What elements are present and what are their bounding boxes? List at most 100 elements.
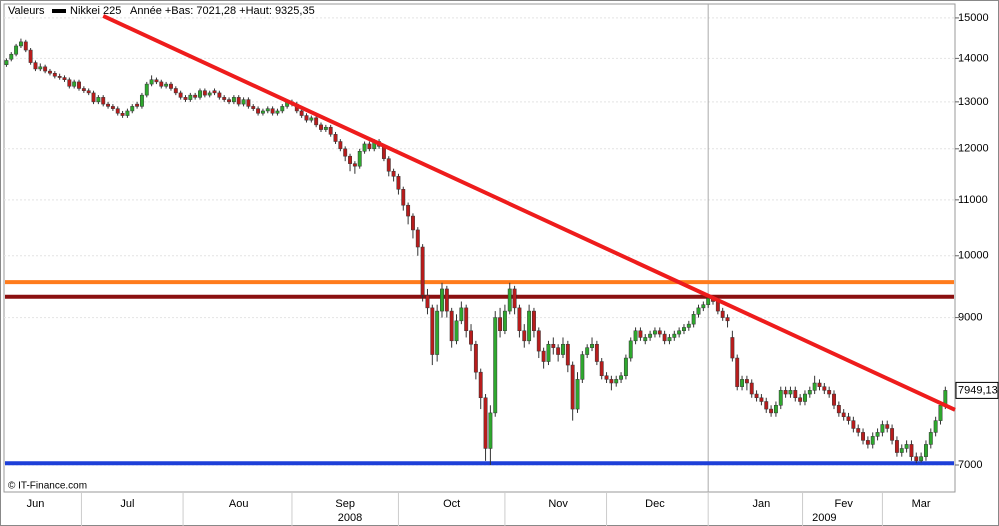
- candle-body: [662, 333, 667, 342]
- candle-body: [222, 97, 227, 100]
- candle-body: [159, 81, 164, 87]
- candle-body: [323, 126, 328, 130]
- candle-body: [18, 41, 23, 47]
- candle-body: [101, 97, 106, 105]
- y-tick-label: 11000: [958, 194, 988, 206]
- candle-body: [415, 229, 420, 248]
- candle-body: [164, 83, 169, 87]
- candle-body: [778, 390, 783, 406]
- x-tick-label: Sep: [335, 498, 355, 510]
- candle-body: [773, 405, 778, 414]
- candle-body: [536, 330, 541, 352]
- candle-body: [783, 390, 788, 395]
- candle-body: [754, 393, 759, 399]
- candle-body: [575, 379, 580, 410]
- candle-body: [348, 155, 352, 164]
- candle-body: [894, 440, 899, 453]
- candle-body: [798, 397, 803, 402]
- candle-body: [861, 432, 865, 441]
- candle-body: [304, 115, 309, 121]
- candle-body: [880, 424, 885, 433]
- candle-body: [725, 317, 730, 322]
- candle-body: [556, 347, 561, 355]
- candle-body: [788, 390, 793, 395]
- candle-body: [299, 110, 304, 116]
- candle-body: [227, 99, 231, 103]
- candle-body: [319, 124, 323, 130]
- candle-body: [565, 343, 570, 366]
- legend-label: Nikkei 225: [70, 5, 121, 17]
- candle-body: [38, 66, 43, 70]
- candle-body: [91, 92, 96, 103]
- candle-body: [672, 333, 677, 338]
- candle-body: [532, 310, 536, 331]
- candle-body: [628, 340, 633, 359]
- candle-body: [827, 390, 832, 395]
- candle-body: [217, 92, 222, 98]
- candle-body: [594, 343, 599, 362]
- x-tick-label: Jul: [120, 498, 134, 510]
- candle-body: [793, 390, 798, 399]
- x-tick-label: Jun: [27, 498, 45, 510]
- candle-body: [517, 307, 522, 331]
- candle-body: [193, 94, 198, 98]
- candle-body: [652, 330, 657, 335]
- candle-body: [580, 354, 585, 380]
- candle-body: [57, 76, 62, 78]
- candle-body: [856, 428, 861, 433]
- candle-body: [430, 307, 435, 355]
- candle-body: [807, 390, 812, 395]
- candle-body: [14, 45, 19, 55]
- candle-body: [367, 143, 372, 150]
- candle-body: [609, 379, 614, 384]
- candle-body: [449, 310, 454, 342]
- legend-title: Valeurs: [8, 5, 45, 17]
- candle-body: [904, 444, 909, 449]
- candle-body: [546, 343, 551, 362]
- candle-body: [420, 246, 425, 296]
- candle-body: [241, 99, 246, 105]
- range-note: Année +Bas: 7021,28 +Haut: 9325,35: [130, 5, 315, 17]
- candle-body: [478, 371, 483, 399]
- last-value-box: [955, 381, 999, 399]
- candle-body: [212, 90, 217, 94]
- candle-body: [638, 330, 643, 338]
- candle-body: [803, 393, 807, 402]
- candle-body: [178, 92, 183, 98]
- candle-body: [914, 456, 919, 462]
- candle-body: [928, 432, 933, 445]
- x-tick-label: Fev: [835, 498, 854, 510]
- candle-body: [139, 94, 144, 107]
- candle-body: [696, 307, 701, 315]
- candle-body: [198, 90, 202, 98]
- candle-body: [899, 448, 904, 453]
- candle-body: [86, 90, 91, 94]
- candle-body: [270, 108, 275, 114]
- candle-body: [396, 176, 401, 190]
- candle-body: [551, 343, 556, 348]
- candle-body: [406, 204, 411, 217]
- legend: Valeurs Nikkei 225 Année +Bas: 7021,28 +…: [8, 5, 315, 17]
- candle-body: [246, 99, 251, 107]
- candle-body: [280, 106, 285, 112]
- candle-body: [619, 375, 624, 380]
- candle-body: [188, 94, 193, 100]
- candle-body: [96, 97, 101, 103]
- y-tick-label: 9000: [958, 311, 982, 323]
- candle-body: [106, 103, 110, 107]
- candle-body: [706, 298, 711, 305]
- candle-body: [769, 408, 774, 414]
- candle-body: [740, 379, 744, 387]
- candle-body: [643, 337, 648, 342]
- candle-body: [149, 79, 154, 85]
- candle-body: [328, 126, 333, 135]
- candle-body: [120, 112, 125, 116]
- candle-body: [846, 416, 851, 421]
- candle-body: [144, 83, 149, 96]
- candle-body: [183, 97, 188, 100]
- candle-body: [256, 108, 261, 114]
- candle-body: [28, 49, 33, 63]
- candle-body: [919, 456, 924, 462]
- candle-body: [314, 117, 319, 126]
- candle-body: [512, 288, 517, 309]
